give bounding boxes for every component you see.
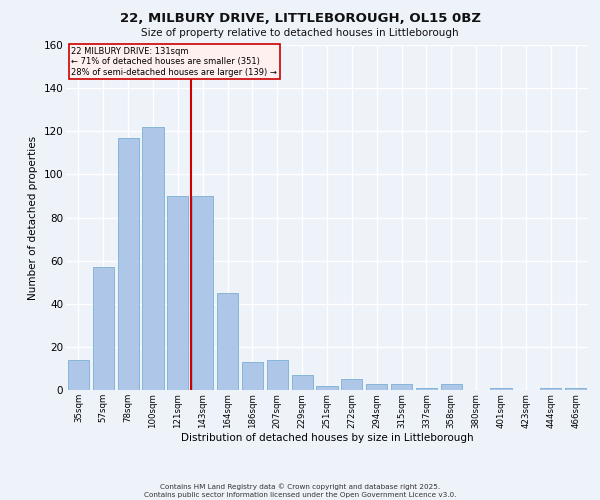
Bar [391,384,412,390]
Bar [167,196,188,390]
Bar [192,196,213,390]
Bar [490,388,512,390]
Bar [316,386,338,390]
Bar [142,127,164,390]
Bar [93,267,114,390]
Text: 22 MILBURY DRIVE: 131sqm
← 71% of detached houses are smaller (351)
28% of semi-: 22 MILBURY DRIVE: 131sqm ← 71% of detach… [71,46,277,76]
Bar [292,375,313,390]
Bar [366,384,387,390]
X-axis label: Distribution of detached houses by size in Littleborough: Distribution of detached houses by size … [181,433,473,443]
Bar [540,388,561,390]
Bar [68,360,89,390]
Bar [565,388,586,390]
Bar [242,362,263,390]
Text: 22, MILBURY DRIVE, LITTLEBOROUGH, OL15 0BZ: 22, MILBURY DRIVE, LITTLEBOROUGH, OL15 0… [119,12,481,26]
Bar [267,360,288,390]
Text: Contains HM Land Registry data © Crown copyright and database right 2025.
Contai: Contains HM Land Registry data © Crown c… [144,484,456,498]
Bar [441,384,462,390]
Text: Size of property relative to detached houses in Littleborough: Size of property relative to detached ho… [141,28,459,38]
Bar [217,293,238,390]
Y-axis label: Number of detached properties: Number of detached properties [28,136,38,300]
Bar [341,379,362,390]
Bar [416,388,437,390]
Bar [118,138,139,390]
